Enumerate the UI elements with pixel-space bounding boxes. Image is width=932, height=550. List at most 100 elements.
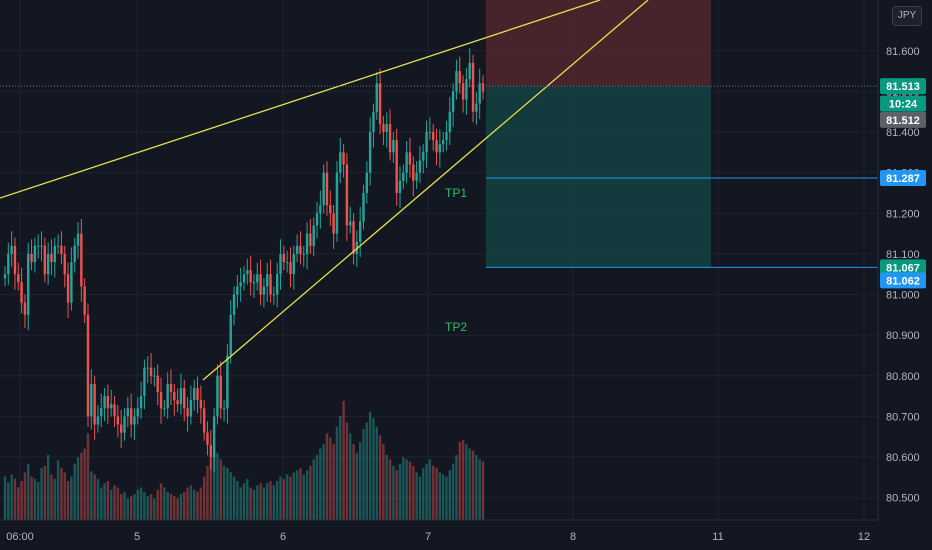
time-axis[interactable]: 06:00 5 6 7 8 11 12 — [0, 519, 932, 550]
volume-bar — [315, 455, 319, 520]
volume-bar — [269, 481, 272, 520]
volume-bar — [86, 433, 90, 520]
candle-body — [10, 245, 13, 254]
candle-body — [23, 302, 27, 315]
candle-body — [266, 274, 269, 287]
candle-body — [388, 123, 392, 153]
candle-body — [279, 253, 282, 275]
volume-bar — [126, 498, 130, 520]
volume-bar — [30, 476, 33, 520]
volume-bar — [392, 465, 395, 520]
candle-body — [139, 396, 143, 409]
grid — [0, 0, 878, 520]
candle-body — [329, 205, 332, 214]
candle-body — [345, 164, 349, 226]
volume-bar — [266, 483, 269, 520]
candlesticks — [3, 48, 485, 473]
candle-body — [368, 132, 372, 173]
candle-body — [249, 270, 252, 283]
volume-bar — [461, 439, 465, 520]
volume-bar — [232, 476, 236, 520]
candle-body — [156, 375, 159, 393]
volume-bar — [481, 461, 485, 520]
candle-body — [202, 408, 206, 433]
time-tick-label: 06:00 — [6, 531, 34, 543]
candle-body — [129, 408, 133, 425]
candle-body — [375, 83, 378, 112]
candle-body — [53, 245, 56, 263]
volume-bar — [202, 476, 206, 520]
candle-body — [219, 375, 222, 409]
volume-bar — [10, 474, 13, 520]
volume-bar — [123, 491, 126, 520]
take-profit-zone — [486, 86, 711, 268]
volume-bar — [226, 468, 229, 520]
volume-bar — [13, 478, 17, 520]
volume-bar — [441, 474, 445, 520]
candle-body — [163, 408, 166, 410]
candle-body — [378, 83, 382, 124]
price-tick-label: 81.600 — [886, 46, 920, 58]
volume-bar — [259, 483, 262, 520]
candle-body — [183, 387, 186, 409]
volume-bar — [309, 465, 312, 520]
volume-bar — [305, 470, 309, 520]
volume-bar — [272, 485, 276, 520]
volume-bar — [113, 485, 116, 520]
volume-bar — [295, 470, 299, 520]
volume-bar — [262, 487, 266, 520]
volume-bar — [239, 487, 242, 520]
volume-bar — [199, 487, 203, 520]
volume-bar — [46, 455, 50, 520]
price-tick-label: 81.200 — [886, 208, 920, 220]
candle-body — [232, 294, 236, 315]
candle-body — [96, 416, 100, 425]
volume-bar — [285, 474, 289, 520]
candle-body — [66, 274, 70, 303]
volume-bar — [209, 457, 213, 520]
candle-body — [259, 274, 262, 295]
overlay-lines[interactable] — [0, 0, 878, 381]
volume-bar — [339, 416, 342, 520]
volume-bar — [242, 483, 246, 520]
lower-trendline — [202, 0, 649, 381]
volume-bar — [475, 455, 478, 520]
volume-bar — [299, 468, 302, 520]
volume-bar — [153, 498, 156, 520]
volume-bar — [43, 465, 47, 520]
candle-body — [402, 172, 405, 181]
volume-bar — [448, 470, 452, 520]
candle-body — [398, 180, 402, 193]
candle-body — [302, 253, 305, 255]
candle-body — [209, 444, 213, 458]
candle-body — [73, 245, 76, 263]
candle-body — [90, 383, 93, 417]
time-tick-label: 5 — [134, 531, 140, 543]
time-tick-label: 11 — [712, 531, 723, 543]
candle-body — [285, 262, 289, 264]
candle-body — [60, 245, 63, 254]
volume-bar — [139, 487, 143, 520]
candle-body — [295, 245, 299, 254]
volume-bar — [166, 491, 169, 520]
volume-bar — [468, 448, 471, 520]
volume-bar — [471, 450, 475, 520]
candle-body — [246, 270, 249, 275]
candle-body — [43, 245, 47, 275]
volume-bar — [478, 459, 481, 520]
candle-body — [146, 367, 149, 369]
currency-button[interactable]: JPY — [892, 6, 922, 26]
short-position-zones[interactable] — [486, 0, 711, 268]
volume-bar — [465, 444, 468, 520]
time-tick-label: 7 — [425, 531, 431, 543]
candle-body — [196, 387, 199, 401]
candle-body — [63, 253, 66, 275]
candle-body — [339, 152, 342, 173]
volume-bar — [216, 452, 219, 520]
volume-bar — [156, 489, 159, 520]
volume-bar — [146, 496, 149, 520]
volume-bar — [176, 498, 179, 520]
volume-bar — [133, 494, 136, 520]
